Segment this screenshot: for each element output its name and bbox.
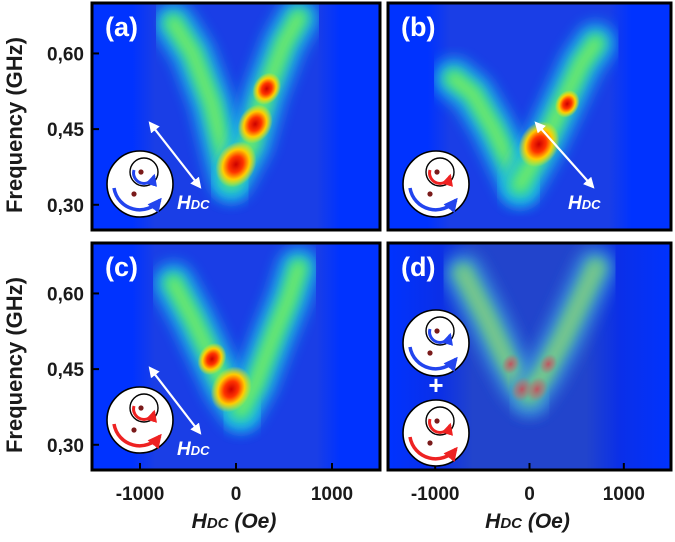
panel-label: (a)	[105, 12, 138, 42]
x-tick-label: 1000	[311, 484, 353, 505]
panel-2: (b) HDC	[386, 1, 673, 232]
field-label: HDC	[568, 193, 601, 214]
hot-spot	[554, 90, 580, 118]
y-tick-label: 0,45	[47, 360, 84, 381]
field-label: HDC	[177, 193, 210, 214]
heatmap-content	[433, 22, 617, 206]
panel-frame	[386, 1, 673, 232]
y-axis-label-bottom: Frequency (GHz)	[2, 277, 27, 453]
vortex-schematic	[106, 150, 174, 218]
hot-spot	[539, 353, 558, 375]
inner-circulation-arrow	[132, 169, 157, 187]
hot-spot	[215, 141, 257, 188]
vortex-schematic-top	[402, 309, 470, 377]
heatmap-content	[152, 247, 320, 431]
y-tick-label: 0,45	[47, 120, 84, 141]
inner-disk	[425, 406, 455, 436]
hot-spot	[252, 72, 282, 105]
vortex-core	[427, 440, 433, 446]
x-tick-label: 0	[524, 484, 535, 505]
y-tick-label: 0,60	[47, 284, 84, 305]
vortex-schematic-bottom	[402, 399, 470, 467]
vortex-core	[138, 405, 144, 411]
outer-circulation-arrow	[112, 187, 162, 214]
inner-disk	[129, 157, 159, 187]
y-axis-label-top: Frequency (GHz)	[2, 37, 27, 213]
hot-spot	[237, 104, 273, 144]
x-tick-label: -1000	[411, 484, 460, 505]
panel-1: 0,30 0,45 0,60 (a) HDC	[47, 1, 382, 232]
heatmap-content	[442, 247, 617, 416]
inner-disk	[425, 157, 455, 187]
hot-spot	[197, 342, 227, 376]
field-label: HDC	[177, 439, 210, 460]
field-direction-arrow	[148, 366, 202, 435]
vortex-core	[427, 350, 433, 356]
inner-circulation-arrow	[428, 328, 453, 346]
vortex-core	[131, 191, 137, 197]
outer-circulation-arrow	[408, 436, 458, 463]
x-tick-label: 0	[231, 484, 242, 505]
x-axis-label: HDC (Oe)	[485, 510, 570, 533]
y-tick-label: 0,30	[47, 436, 84, 457]
outer-circulation-arrow	[408, 346, 458, 373]
inner-circulation-arrow	[428, 169, 453, 187]
y-tick-label: 0,30	[47, 196, 84, 217]
y-tick-label: 0,60	[47, 44, 84, 65]
x-tick-label: 1000	[603, 484, 645, 505]
panel-frame	[90, 1, 382, 232]
vortex-core	[434, 169, 440, 175]
x-axis-label: HDC (Oe)	[192, 510, 277, 533]
panel-label: (b)	[401, 12, 435, 42]
vortex-core	[427, 191, 433, 197]
outer-circulation-arrow	[408, 187, 458, 214]
plus-sign: +	[428, 370, 443, 400]
field-direction-arrow	[534, 121, 595, 189]
vortex-schematic	[106, 386, 174, 454]
x-tick-label: -1000	[116, 484, 165, 505]
panel-label: (c)	[105, 252, 138, 282]
panel-label: (d)	[401, 252, 435, 282]
field-direction-arrow	[148, 121, 202, 189]
panel-3: 0,30 0,45 0,60 -1000 0 1000 HDC (Oe) (c) HDC	[47, 241, 382, 533]
vortex-core	[138, 169, 144, 175]
inner-circulation-arrow	[132, 405, 157, 423]
vortex-core	[434, 418, 440, 424]
panel-4: -1000 0 1000 HDC (Oe) (d) +	[386, 241, 673, 533]
vortex-schematic	[402, 150, 470, 218]
outer-circulation-arrow	[112, 423, 162, 450]
heatmap-content	[152, 3, 320, 201]
inner-disk	[129, 393, 159, 423]
hot-spot	[210, 366, 252, 413]
hot-spot	[525, 376, 549, 402]
vortex-core	[131, 427, 137, 433]
hot-spot	[501, 353, 520, 375]
inner-disk	[425, 316, 455, 346]
vortex-core	[434, 328, 440, 334]
inner-circulation-arrow	[428, 418, 453, 436]
